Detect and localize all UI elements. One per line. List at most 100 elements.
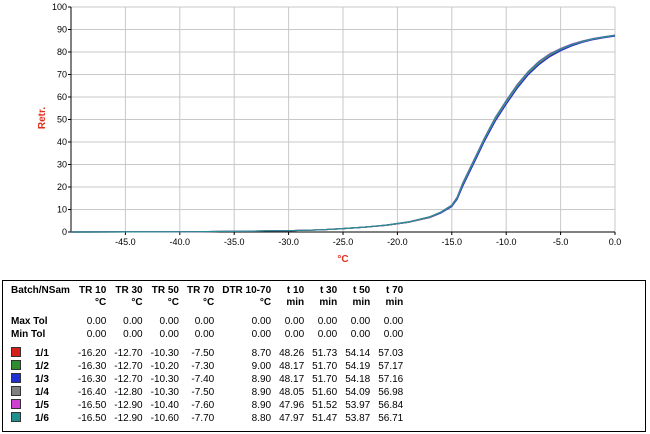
table-body: Max Tol 0.00 0.00 0.00 0.00 0.00 0.00 0.00 0.00 0… bbox=[7, 309, 407, 425]
y-tick-label: 40 bbox=[57, 137, 67, 147]
value-cell: -16.20 bbox=[77, 348, 107, 359]
sample-label: 1/5 bbox=[35, 400, 49, 411]
value-cell: -10.30 bbox=[150, 374, 179, 385]
header-column: t 30 min bbox=[308, 285, 341, 309]
tolerance-value: 0.00 bbox=[350, 316, 371, 327]
value-cell: 56.84 bbox=[378, 400, 404, 411]
results-table: Batch/NSam TR 10 °C TR 30 °C TR 50 °C TR 70 °C D… bbox=[7, 285, 407, 425]
header-line1: TR 50 bbox=[151, 285, 179, 296]
color-swatch bbox=[11, 360, 21, 370]
tolerance-value: 0.00 bbox=[284, 316, 305, 327]
header-unit: °C bbox=[202, 297, 215, 308]
y-tick-label: 100 bbox=[52, 2, 67, 12]
x-tick-label: -35.0 bbox=[224, 237, 245, 247]
value-cell: 56.71 bbox=[378, 413, 404, 424]
header-unit: min bbox=[385, 297, 404, 308]
value-cell: -7.50 bbox=[191, 348, 215, 359]
grid bbox=[71, 6, 616, 233]
value-cell: 9.00 bbox=[251, 361, 272, 372]
value-cell: -12.70 bbox=[114, 361, 143, 372]
header-batch: Batch/NSam bbox=[7, 285, 74, 309]
value-cell: -10.30 bbox=[150, 348, 179, 359]
header-line1: TR 70 bbox=[186, 285, 215, 296]
sample-label: 1/3 bbox=[35, 374, 49, 385]
value-cell: 48.17 bbox=[279, 361, 305, 372]
value-cell: -7.70 bbox=[191, 413, 215, 424]
value-cell: -10.60 bbox=[150, 413, 179, 424]
x-tick-label: -40.0 bbox=[170, 237, 191, 247]
header-line1: t 70 bbox=[386, 285, 404, 296]
chart-svg: -45.0 -40.0 -35.0 -30.0 -25.0 -20.0 -15.0 -10.0… bbox=[37, 2, 622, 265]
value-cell: 8.70 bbox=[251, 348, 272, 359]
value-cell: -10.40 bbox=[150, 400, 179, 411]
value-cell: 53.97 bbox=[345, 400, 371, 411]
header-unit: °C bbox=[95, 297, 107, 308]
value-cell: 54.09 bbox=[345, 387, 371, 398]
value-cell: -12.70 bbox=[114, 374, 143, 385]
header-column: TR 70 °C bbox=[183, 285, 218, 309]
value-cell: -12.70 bbox=[114, 348, 143, 359]
header-line1: TR 10 bbox=[79, 285, 107, 296]
sample-label: 1/4 bbox=[35, 387, 49, 398]
x-tick-label: 0.0 bbox=[609, 237, 622, 247]
series-lines bbox=[70, 34, 616, 233]
tolerance-value: 0.00 bbox=[86, 329, 107, 340]
color-swatch bbox=[11, 412, 21, 422]
header-unit: min bbox=[319, 297, 338, 308]
tolerance-value: 0.00 bbox=[383, 329, 404, 340]
header-line1: t 10 bbox=[286, 285, 305, 296]
y-tick-label: 70 bbox=[57, 70, 67, 80]
x-tick-label: -10.0 bbox=[496, 237, 517, 247]
y-tick-label: 50 bbox=[57, 115, 67, 125]
value-cell: 51.73 bbox=[312, 348, 338, 359]
value-cell: -16.40 bbox=[77, 387, 107, 398]
value-cell: -16.30 bbox=[77, 361, 107, 372]
tolerance-value: 0.00 bbox=[251, 329, 272, 340]
value-cell: -7.60 bbox=[191, 400, 215, 411]
y-tick-label: 10 bbox=[57, 205, 67, 215]
header-column: TR 10 °C bbox=[74, 285, 110, 309]
value-cell: -16.50 bbox=[77, 400, 107, 411]
header-unit: min bbox=[286, 297, 305, 308]
header-column: t 50 min bbox=[341, 285, 374, 309]
sample-label: 1/1 bbox=[35, 348, 49, 359]
header-unit: °C bbox=[167, 297, 179, 308]
value-cell: -16.50 bbox=[77, 413, 107, 424]
header-line1: TR 30 bbox=[115, 285, 143, 296]
tolerance-value: 0.00 bbox=[123, 316, 143, 327]
value-cell: 8.80 bbox=[251, 413, 272, 424]
header-unit: °C bbox=[259, 297, 272, 308]
x-tick-label: -15.0 bbox=[442, 237, 463, 247]
header-column: t 70 min bbox=[374, 285, 407, 309]
header-unit: °C bbox=[131, 297, 143, 308]
value-cell: 51.70 bbox=[312, 374, 338, 385]
x-tick-label: -30.0 bbox=[278, 237, 299, 247]
sample-label-cell: 1/1 bbox=[7, 347, 74, 360]
value-cell: 56.98 bbox=[378, 387, 404, 398]
value-cell: 57.16 bbox=[378, 374, 404, 385]
y-tick-label: 60 bbox=[57, 92, 67, 102]
tolerance-row: Max Tol 0.00 0.00 0.00 0.00 0.00 0.00 0.00 0.00 0… bbox=[7, 315, 407, 328]
table-row: 1/1 -16.20 -12.70 -10.30 -7.50 8.70 48.26 51.73… bbox=[7, 347, 407, 360]
header-line1: Batch/NSam bbox=[11, 285, 70, 296]
value-cell: 54.19 bbox=[345, 361, 371, 372]
tolerance-row: Min Tol 0.00 0.00 0.00 0.00 0.00 0.00 0.00 0.00 0… bbox=[7, 328, 407, 341]
table-row: 1/2 -16.30 -12.70 -10.20 -7.30 9.00 48.17 51.70… bbox=[7, 360, 407, 373]
tolerance-value: 0.00 bbox=[317, 329, 338, 340]
value-cell: 54.18 bbox=[345, 374, 371, 385]
value-cell: 48.05 bbox=[279, 387, 305, 398]
value-cell: -12.90 bbox=[114, 413, 143, 424]
value-cell: -12.80 bbox=[114, 387, 143, 398]
sample-label-cell: 1/5 bbox=[7, 399, 74, 412]
tolerance-value: 0.00 bbox=[194, 316, 215, 327]
tolerance-value: 0.00 bbox=[86, 316, 107, 327]
tolerance-label: Min Tol bbox=[11, 329, 46, 340]
table-row: 1/4 -16.40 -12.80 -10.30 -7.50 8.90 48.05 51.60… bbox=[7, 386, 407, 399]
retraction-chart: -45.0 -40.0 -35.0 -30.0 -25.0 -20.0 -15.0 -10.0… bbox=[37, 2, 622, 265]
sample-label-cell: 1/3 bbox=[7, 373, 74, 386]
value-cell: 51.52 bbox=[312, 400, 338, 411]
y-tick-label: 30 bbox=[57, 160, 67, 170]
x-tick-label: -20.0 bbox=[387, 237, 408, 247]
tolerance-value: 0.00 bbox=[159, 329, 179, 340]
value-cell: -7.30 bbox=[191, 361, 215, 372]
